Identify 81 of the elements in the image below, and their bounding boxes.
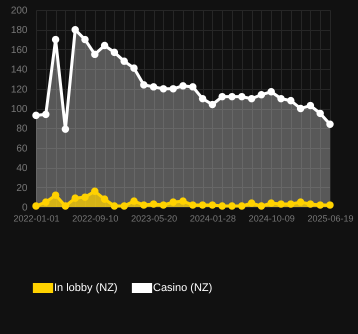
- point: [42, 110, 50, 118]
- point: [258, 202, 266, 210]
- point: [140, 81, 148, 89]
- point: [316, 201, 324, 209]
- point: [52, 36, 60, 44]
- point: [110, 48, 118, 56]
- point: [208, 201, 216, 209]
- x-tick-label: 2024-01-28: [190, 214, 236, 224]
- point: [62, 202, 70, 210]
- point: [218, 92, 226, 100]
- y-tick-label: 80: [16, 124, 28, 135]
- point: [150, 200, 158, 208]
- point: [52, 191, 60, 199]
- point: [208, 100, 216, 108]
- point: [189, 83, 197, 91]
- point: [71, 26, 79, 34]
- y-tick-label: 60: [16, 143, 28, 154]
- point: [91, 50, 99, 58]
- point: [32, 202, 40, 210]
- x-tick-label: 2024-10-09: [248, 214, 295, 224]
- y-tick-label: 20: [16, 182, 28, 194]
- point: [248, 199, 256, 207]
- x-tick-label: 2022-09-10: [72, 214, 118, 224]
- point: [258, 91, 266, 98]
- y-tick-label: 180: [10, 25, 28, 36]
- point: [169, 198, 177, 206]
- point: [81, 36, 89, 44]
- y-tick-label: 120: [10, 84, 28, 96]
- point: [267, 199, 275, 207]
- x-tick-label: 2022-01-01: [13, 214, 60, 224]
- point: [287, 200, 295, 208]
- x-tick-label: 2025-06-19: [307, 214, 354, 224]
- point: [267, 88, 275, 96]
- point: [150, 83, 158, 91]
- point: [198, 94, 206, 102]
- point: [130, 64, 138, 72]
- point: [160, 85, 168, 92]
- y-tick-label: 200: [10, 6, 28, 16]
- point: [287, 96, 295, 104]
- point: [140, 201, 148, 209]
- point: [71, 194, 79, 202]
- point: [306, 200, 314, 208]
- y-tick-label: 100: [10, 104, 28, 115]
- y-tick-label: 40: [16, 163, 28, 174]
- point: [32, 112, 40, 120]
- point: [238, 92, 246, 100]
- point: [248, 94, 256, 102]
- point: [42, 198, 50, 206]
- y-tick-label: 0: [22, 202, 28, 214]
- point: [179, 82, 187, 90]
- point: [120, 202, 128, 210]
- point: [228, 92, 236, 100]
- point: [228, 202, 236, 210]
- point: [296, 104, 304, 112]
- point: [100, 42, 108, 50]
- point: [218, 202, 226, 210]
- point: [100, 195, 108, 203]
- point: [277, 94, 285, 102]
- point: [189, 201, 197, 209]
- point: [326, 201, 334, 209]
- point: [160, 201, 168, 209]
- x-tick-label: 2023-05-20: [131, 214, 178, 224]
- legend-label: In lobby (NZ): [54, 282, 118, 294]
- point: [91, 188, 99, 195]
- point: [120, 58, 128, 65]
- y-tick-label: 140: [10, 64, 28, 76]
- point: [130, 197, 138, 205]
- point: [169, 85, 177, 92]
- point: [277, 200, 285, 208]
- y-tick-label: 160: [10, 44, 28, 56]
- point: [326, 120, 334, 128]
- point: [81, 193, 89, 201]
- point: [296, 198, 304, 206]
- point: [238, 202, 246, 210]
- legend-label: Casino (NZ): [153, 282, 212, 294]
- point: [316, 110, 324, 118]
- point: [179, 197, 187, 205]
- point: [198, 201, 206, 209]
- point: [306, 102, 314, 110]
- point: [62, 125, 70, 133]
- point: [110, 202, 118, 210]
